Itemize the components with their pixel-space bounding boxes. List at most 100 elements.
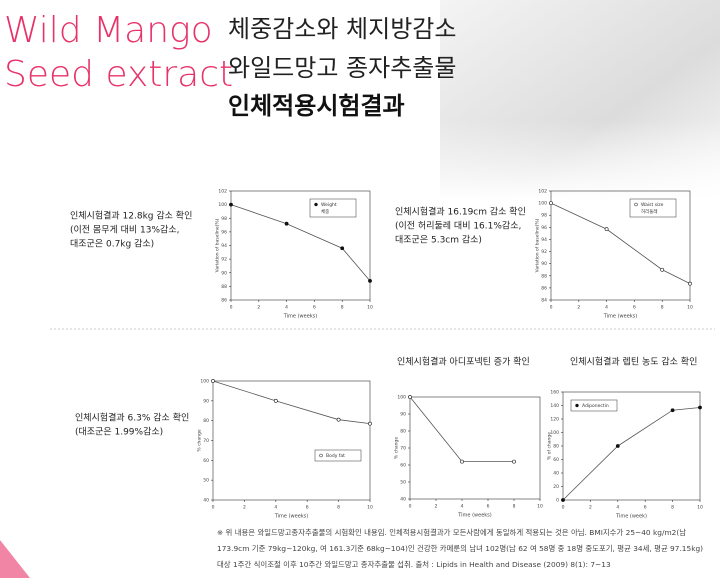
caption: (대조군은 1.99%감소)	[75, 426, 163, 438]
x-tick-label: 8	[341, 305, 344, 311]
y-tick-label: 40	[203, 498, 209, 504]
y-tick-label: 80	[203, 418, 209, 424]
x-tick-label: 10	[687, 305, 693, 311]
footnote: 173.9cm 기준 79kg~120kg, 여 161.3기준 68kg~10…	[217, 544, 703, 553]
y-tick-label: 88	[221, 284, 227, 290]
x-tick-label: 0	[212, 505, 215, 511]
x-tick-label: 0	[562, 505, 565, 511]
footnote: ※ 위 내용은 와일드망고종자추출물의 시험확인 내용임. 인체적용시험결과가 …	[217, 528, 686, 537]
y-tick-label: 80	[400, 429, 406, 435]
point	[604, 227, 609, 232]
y-tick-label: 86	[541, 285, 547, 291]
caption: 대조군은 0.7kg 감소)	[70, 238, 154, 250]
y-tick-label: 90	[203, 398, 209, 404]
x-tick-label: 10	[367, 305, 373, 311]
y-tick-label: 100	[218, 202, 227, 208]
point	[670, 408, 675, 413]
line	[212, 380, 371, 425]
line	[230, 204, 371, 282]
title: 체중감소와 체지방감소	[228, 15, 456, 43]
y-tick-label: 96	[541, 225, 547, 231]
y-tick-label: 40	[553, 471, 559, 477]
legend-marker	[314, 202, 318, 207]
y-tick-label: 50	[400, 480, 406, 486]
x-tick-label: 10	[697, 505, 703, 511]
y-tick-label: 102	[218, 189, 227, 195]
caption: (이전 몸무게 대비 13%감소,	[70, 224, 179, 236]
point	[561, 498, 565, 502]
footnote: 대상 1주간 식이조절 이후 10주간 와일드망고 종자추출물 섭취. 출처 :…	[217, 560, 611, 569]
y-tick-label: 100	[550, 430, 559, 436]
y-axis-label: % change	[394, 437, 400, 459]
y-tick-label: 98	[541, 213, 547, 219]
x-tick-label: 0	[550, 305, 553, 311]
legend-marker	[319, 453, 323, 458]
point	[698, 405, 702, 410]
legend-box	[309, 198, 357, 218]
x-axis-label: Time (weeks)	[603, 314, 638, 320]
title: 인체적용시험결과	[228, 92, 405, 120]
x-tick-label: 6	[306, 505, 309, 511]
x-tick-label: 4	[285, 305, 288, 311]
y-tick-label: 60	[553, 457, 559, 463]
y-tick-label: 92	[541, 249, 547, 255]
x-tick-label: 4	[605, 305, 608, 311]
point	[284, 221, 289, 226]
point	[460, 459, 464, 464]
x-axis-label: Time (weeks)	[457, 513, 492, 519]
y-tick-label: 92	[221, 257, 227, 263]
y-axis-label: Variation of baseline(%)	[215, 218, 221, 272]
legend-label: 허리둘레	[641, 208, 658, 215]
y-tick-label: 102	[538, 189, 547, 195]
point	[549, 201, 553, 206]
caption: (이전 허리둘레 대비 16.1%감소,	[395, 220, 521, 232]
x-tick-label: 6	[313, 305, 316, 311]
x-axis-label: Time (weeks)	[274, 514, 309, 520]
legend-label: Body fat	[326, 453, 345, 459]
y-tick-label: 50	[203, 478, 209, 484]
y-tick-label: 60	[203, 458, 209, 464]
point	[368, 421, 372, 426]
y-tick-label: 94	[221, 243, 227, 249]
y-tick-label: 70	[203, 438, 209, 444]
point	[229, 202, 233, 207]
caption: 인체시험결과 16.19cm 감소 확인	[395, 206, 526, 218]
x-tick-label: 6	[644, 505, 647, 511]
y-tick-label: 60	[400, 463, 406, 469]
y-axis-label: % of change	[547, 432, 553, 460]
y-tick-label: 0	[556, 498, 559, 504]
x-tick-label: 6	[633, 305, 636, 311]
point	[408, 395, 412, 399]
y-tick-label: 160	[550, 390, 559, 396]
legend-box	[629, 198, 677, 218]
x-tick-label: 0	[230, 305, 233, 311]
x-tick-label: 8	[671, 505, 674, 511]
x-tick-label: 0	[409, 504, 412, 510]
y-tick-label: 70	[400, 446, 406, 452]
decor	[0, 540, 30, 578]
chart-title: 인체시험결과 렙틴 농도 감소 확인	[570, 356, 697, 368]
y-tick-label: 100	[200, 379, 209, 385]
y-tick-label: 80	[553, 444, 559, 450]
y-tick-label: 90	[221, 270, 227, 276]
line	[550, 202, 691, 285]
point	[615, 444, 620, 448]
legend-label: Adiponectin	[582, 403, 609, 409]
y-axis-label: % change	[197, 429, 203, 451]
y-axis-label: Variation of baseline(%)	[535, 218, 541, 272]
line	[562, 407, 701, 501]
legend-marker	[575, 403, 579, 408]
y-tick-label: 96	[221, 229, 227, 235]
y-tick-label: 84	[541, 298, 547, 304]
point	[340, 246, 345, 251]
x-tick-label: 2	[243, 505, 246, 511]
brand: Wild Mango	[4, 10, 213, 51]
legend-label: Weight	[321, 202, 337, 208]
x-tick-label: 4	[274, 505, 277, 511]
y-tick-label: 40	[400, 497, 406, 503]
y-tick-label: 86	[221, 298, 227, 304]
x-axis-label: Time (week)	[615, 514, 647, 520]
caption: 인체시험결과 6.3% 감소 확인	[75, 412, 189, 424]
y-tick-label: 20	[553, 484, 559, 490]
